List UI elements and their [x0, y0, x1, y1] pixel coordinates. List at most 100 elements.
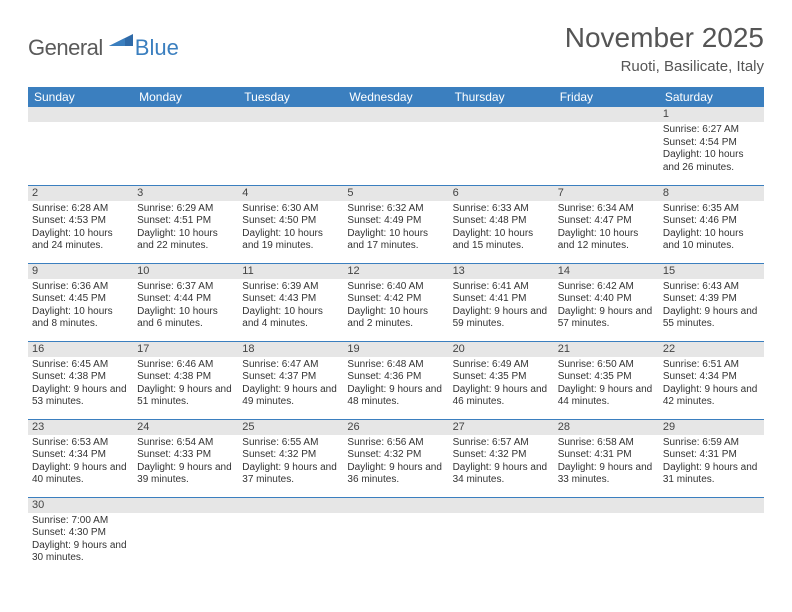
day-number-bar: 14	[554, 264, 659, 279]
weekday-header: Sunday	[28, 87, 133, 107]
sunset-line: Sunset: 4:53 PM	[32, 215, 129, 228]
daylight-line: Daylight: 9 hours and 53 minutes.	[32, 384, 129, 409]
daylight-line: Daylight: 9 hours and 44 minutes.	[558, 384, 655, 409]
weekday-header: Tuesday	[238, 87, 343, 107]
day-number-bar: 20	[449, 342, 554, 357]
day-number-bar	[343, 107, 448, 122]
sunrise-line: Sunrise: 6:50 AM	[558, 359, 655, 372]
daylight-line: Daylight: 10 hours and 10 minutes.	[663, 228, 760, 253]
calendar-cell: 18Sunrise: 6:47 AMSunset: 4:37 PMDayligh…	[238, 341, 343, 419]
sunset-line: Sunset: 4:31 PM	[663, 449, 760, 462]
day-number-bar: 26	[343, 420, 448, 435]
calendar-cell: 3Sunrise: 6:29 AMSunset: 4:51 PMDaylight…	[133, 185, 238, 263]
sunset-line: Sunset: 4:47 PM	[558, 215, 655, 228]
day-number-bar: 24	[133, 420, 238, 435]
daylight-line: Daylight: 9 hours and 55 minutes.	[663, 306, 760, 331]
sunrise-line: Sunrise: 6:32 AM	[347, 203, 444, 216]
sunset-line: Sunset: 4:34 PM	[32, 449, 129, 462]
calendar-cell: 16Sunrise: 6:45 AMSunset: 4:38 PMDayligh…	[28, 341, 133, 419]
daylight-line: Daylight: 10 hours and 17 minutes.	[347, 228, 444, 253]
daylight-line: Daylight: 10 hours and 2 minutes.	[347, 306, 444, 331]
sunrise-line: Sunrise: 6:41 AM	[453, 281, 550, 294]
sunrise-line: Sunrise: 6:51 AM	[663, 359, 760, 372]
sunset-line: Sunset: 4:43 PM	[242, 293, 339, 306]
logo: General Blue	[28, 22, 179, 63]
day-number-bar: 2	[28, 186, 133, 201]
daylight-line: Daylight: 10 hours and 12 minutes.	[558, 228, 655, 253]
day-body	[343, 513, 448, 517]
daylight-line: Daylight: 9 hours and 39 minutes.	[137, 462, 234, 487]
calendar-cell	[554, 497, 659, 575]
day-number-bar: 17	[133, 342, 238, 357]
day-number-bar: 5	[343, 186, 448, 201]
sunset-line: Sunset: 4:45 PM	[32, 293, 129, 306]
day-body: Sunrise: 6:27 AMSunset: 4:54 PMDaylight:…	[659, 122, 764, 176]
day-number-bar	[554, 107, 659, 122]
sunrise-line: Sunrise: 6:45 AM	[32, 359, 129, 372]
day-body: Sunrise: 6:56 AMSunset: 4:32 PMDaylight:…	[343, 435, 448, 489]
day-body: Sunrise: 6:34 AMSunset: 4:47 PMDaylight:…	[554, 201, 659, 255]
calendar-cell: 11Sunrise: 6:39 AMSunset: 4:43 PMDayligh…	[238, 263, 343, 341]
day-number-bar	[133, 107, 238, 122]
sunrise-line: Sunrise: 6:58 AM	[558, 437, 655, 450]
daylight-line: Daylight: 10 hours and 6 minutes.	[137, 306, 234, 331]
day-body	[343, 122, 448, 126]
day-number-bar: 18	[238, 342, 343, 357]
calendar-cell: 10Sunrise: 6:37 AMSunset: 4:44 PMDayligh…	[133, 263, 238, 341]
day-number-bar	[133, 498, 238, 513]
daylight-line: Daylight: 9 hours and 33 minutes.	[558, 462, 655, 487]
sunset-line: Sunset: 4:40 PM	[558, 293, 655, 306]
sunset-line: Sunset: 4:35 PM	[453, 371, 550, 384]
calendar-cell	[343, 497, 448, 575]
calendar-cell: 2Sunrise: 6:28 AMSunset: 4:53 PMDaylight…	[28, 185, 133, 263]
calendar-cell: 20Sunrise: 6:49 AMSunset: 4:35 PMDayligh…	[449, 341, 554, 419]
day-number-bar: 30	[28, 498, 133, 513]
day-body: Sunrise: 6:33 AMSunset: 4:48 PMDaylight:…	[449, 201, 554, 255]
daylight-line: Daylight: 9 hours and 30 minutes.	[32, 540, 129, 565]
day-number-bar	[449, 498, 554, 513]
sunset-line: Sunset: 4:49 PM	[347, 215, 444, 228]
day-body: Sunrise: 6:53 AMSunset: 4:34 PMDaylight:…	[28, 435, 133, 489]
sunrise-line: Sunrise: 6:54 AM	[137, 437, 234, 450]
day-number-bar: 16	[28, 342, 133, 357]
sunset-line: Sunset: 4:32 PM	[347, 449, 444, 462]
sunrise-line: Sunrise: 6:55 AM	[242, 437, 339, 450]
calendar-cell: 19Sunrise: 6:48 AMSunset: 4:36 PMDayligh…	[343, 341, 448, 419]
sunrise-line: Sunrise: 6:59 AM	[663, 437, 760, 450]
sunset-line: Sunset: 4:35 PM	[558, 371, 655, 384]
sunset-line: Sunset: 4:50 PM	[242, 215, 339, 228]
weekday-header: Friday	[554, 87, 659, 107]
calendar-cell: 13Sunrise: 6:41 AMSunset: 4:41 PMDayligh…	[449, 263, 554, 341]
calendar-cell: 17Sunrise: 6:46 AMSunset: 4:38 PMDayligh…	[133, 341, 238, 419]
calendar-cell	[343, 107, 448, 185]
day-body	[238, 513, 343, 517]
day-number-bar: 27	[449, 420, 554, 435]
day-body: Sunrise: 6:35 AMSunset: 4:46 PMDaylight:…	[659, 201, 764, 255]
sunset-line: Sunset: 4:33 PM	[137, 449, 234, 462]
day-body: Sunrise: 6:58 AMSunset: 4:31 PMDaylight:…	[554, 435, 659, 489]
daylight-line: Daylight: 10 hours and 24 minutes.	[32, 228, 129, 253]
day-number-bar: 13	[449, 264, 554, 279]
day-number-bar: 4	[238, 186, 343, 201]
day-body: Sunrise: 6:51 AMSunset: 4:34 PMDaylight:…	[659, 357, 764, 411]
day-body: Sunrise: 6:47 AMSunset: 4:37 PMDaylight:…	[238, 357, 343, 411]
sunrise-line: Sunrise: 7:00 AM	[32, 515, 129, 528]
sunset-line: Sunset: 4:44 PM	[137, 293, 234, 306]
sunset-line: Sunset: 4:51 PM	[137, 215, 234, 228]
day-body: Sunrise: 6:30 AMSunset: 4:50 PMDaylight:…	[238, 201, 343, 255]
day-number-bar: 7	[554, 186, 659, 201]
sunrise-line: Sunrise: 6:39 AM	[242, 281, 339, 294]
sunset-line: Sunset: 4:37 PM	[242, 371, 339, 384]
day-number-bar: 21	[554, 342, 659, 357]
day-number-bar: 6	[449, 186, 554, 201]
daylight-line: Daylight: 9 hours and 37 minutes.	[242, 462, 339, 487]
day-number-bar: 8	[659, 186, 764, 201]
day-number-bar: 28	[554, 420, 659, 435]
sunrise-line: Sunrise: 6:43 AM	[663, 281, 760, 294]
day-body	[554, 122, 659, 126]
day-body: Sunrise: 6:32 AMSunset: 4:49 PMDaylight:…	[343, 201, 448, 255]
sunrise-line: Sunrise: 6:48 AM	[347, 359, 444, 372]
day-body: Sunrise: 6:40 AMSunset: 4:42 PMDaylight:…	[343, 279, 448, 333]
day-number-bar: 10	[133, 264, 238, 279]
day-number-bar: 23	[28, 420, 133, 435]
